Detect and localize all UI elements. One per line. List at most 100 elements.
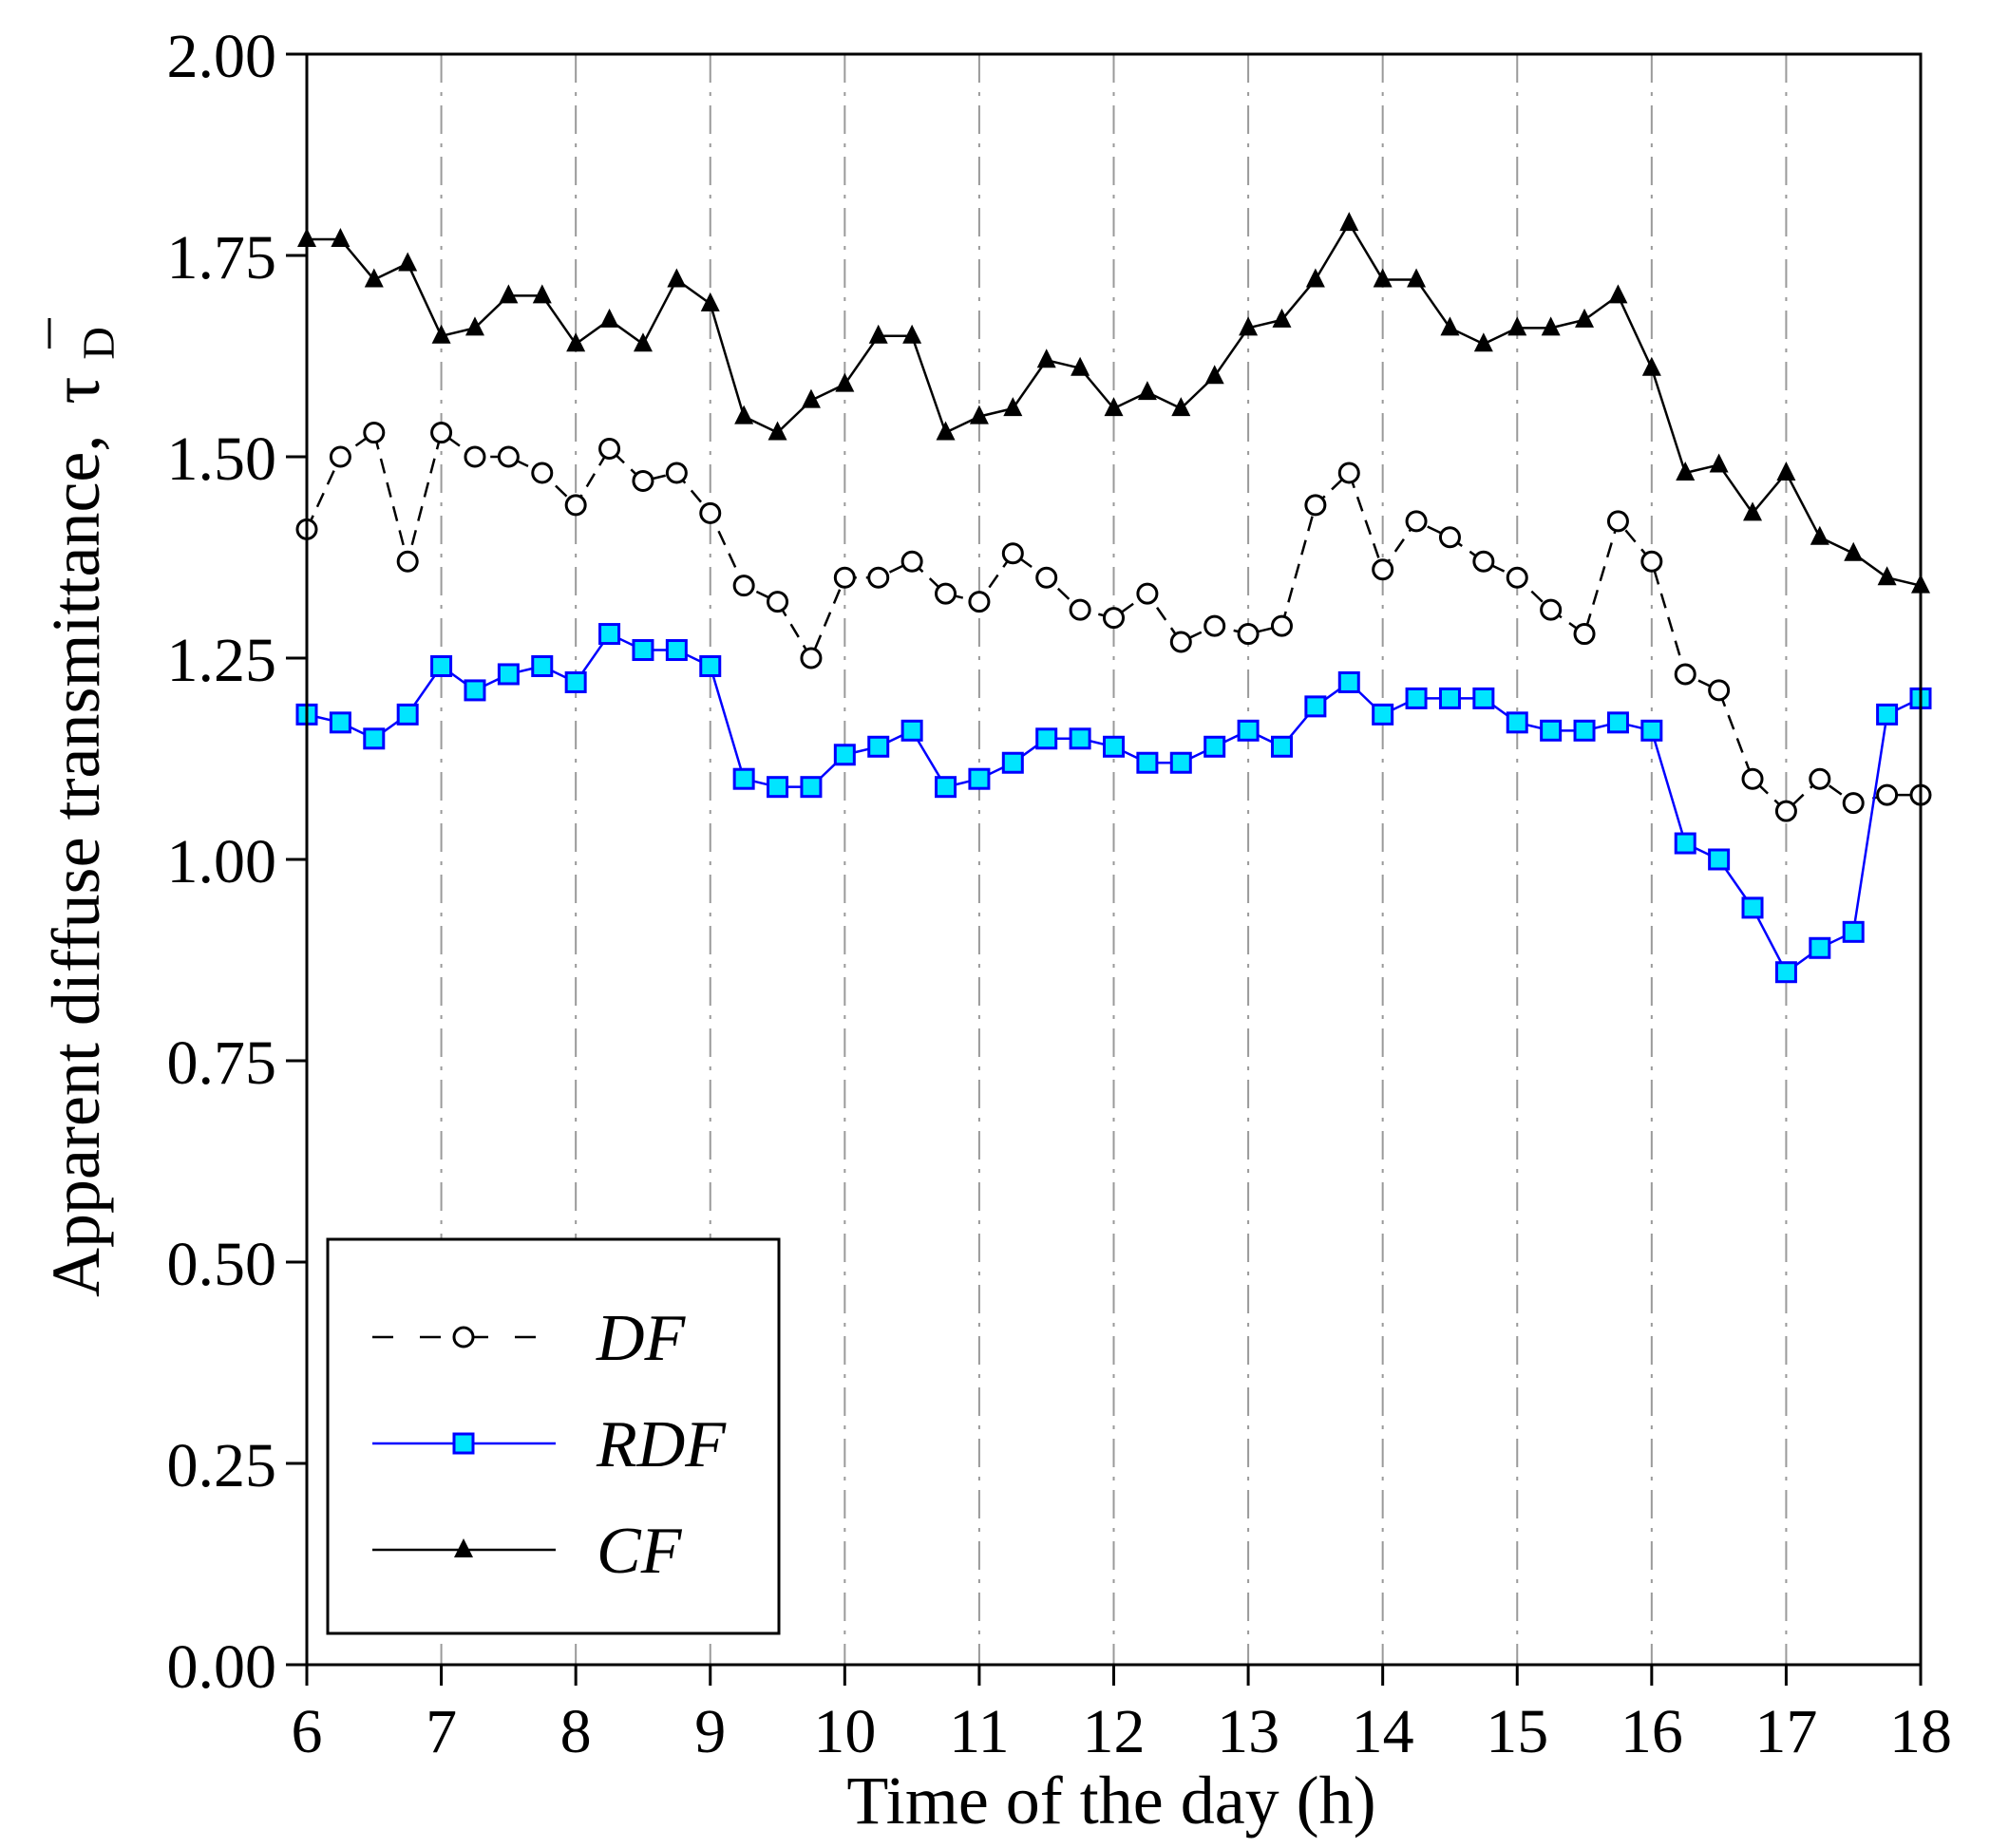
data-point-rdf: [1169, 751, 1192, 774]
data-point-cf: [1844, 541, 1864, 561]
data-point-cf: [499, 284, 519, 304]
data-point-cf: [667, 268, 687, 288]
data-point-rdf: [1337, 670, 1360, 693]
data-point-cf: [1071, 356, 1090, 376]
data-point-rdf: [968, 767, 991, 790]
data-point-cf: [1541, 316, 1561, 336]
data-point-cf: [1608, 284, 1628, 304]
data-point-df: [1169, 631, 1192, 653]
data-point-cf: [532, 284, 552, 304]
data-point-rdf: [1674, 832, 1696, 855]
data-point-rdf: [1372, 703, 1394, 726]
data-point-df: [497, 445, 520, 468]
y-tick-label: 0.50: [167, 1230, 277, 1299]
data-point-rdf: [531, 654, 554, 677]
data-point-cf: [1373, 268, 1393, 288]
data-point-rdf: [1203, 735, 1226, 758]
y-axis-label-group: Apparent diffuse transmittance, τ D: [38, 318, 124, 1297]
data-point-df: [1001, 542, 1024, 565]
x-tick-label: 17: [1754, 1697, 1817, 1766]
data-point-rdf: [699, 654, 722, 677]
series-cf: [297, 212, 1930, 594]
data-point-df: [833, 566, 856, 589]
data-point-rdf: [800, 776, 823, 799]
data-point-df: [1372, 558, 1394, 581]
data-point-cf: [835, 372, 855, 392]
data-point-df: [1103, 607, 1125, 630]
x-axis-label: Time of the day (h): [846, 1763, 1375, 1839]
y-axis-label-text: Apparent diffuse transmittance,: [38, 435, 114, 1297]
data-point-df: [1606, 510, 1629, 533]
data-point-df: [1540, 598, 1563, 621]
data-point-rdf: [564, 670, 587, 693]
data-point-rdf: [665, 639, 688, 662]
data-point-cf: [1239, 316, 1259, 336]
data-point-df: [1640, 550, 1663, 573]
data-point-cf: [1641, 356, 1661, 376]
data-point-cf: [1507, 316, 1527, 336]
data-point-cf: [1877, 566, 1897, 586]
legend-label: RDF: [596, 1408, 727, 1481]
x-tick-label: 6: [292, 1697, 323, 1766]
data-point-df: [1809, 767, 1831, 790]
data-point-rdf: [363, 727, 386, 750]
data-point-rdf: [1136, 751, 1159, 774]
data-point-rdf: [1506, 711, 1528, 734]
x-tick-label: 16: [1620, 1697, 1683, 1766]
data-point-rdf: [497, 663, 520, 686]
data-point-cf: [633, 332, 653, 352]
y-axis-label-subscript: D: [74, 327, 124, 360]
data-point-rdf: [329, 711, 351, 734]
data-point-df: [1674, 663, 1696, 686]
legend-box: [326, 1237, 781, 1635]
legend-label: CF: [597, 1515, 683, 1588]
data-point-cf: [1575, 308, 1595, 328]
data-point-df: [1337, 462, 1360, 484]
data-point-cf: [1137, 381, 1157, 401]
data-point-rdf: [430, 654, 453, 677]
data-point-rdf: [867, 735, 890, 758]
x-tick-label: 13: [1217, 1697, 1279, 1766]
legend-label: DF: [596, 1302, 687, 1375]
data-point-rdf: [1708, 848, 1731, 871]
legend: DF RDF CF: [326, 1237, 781, 1635]
x-tick-label: 7: [426, 1697, 457, 1766]
data-point-cf: [868, 324, 888, 344]
data-point-cf: [1036, 349, 1056, 368]
data-point-df: [632, 469, 654, 492]
x-tick-label: 9: [694, 1697, 726, 1766]
x-tick-label: 11: [949, 1697, 1010, 1766]
data-point-df: [531, 462, 554, 484]
legend-marker: [454, 1538, 473, 1557]
data-point-cf: [1709, 453, 1729, 473]
data-point-df: [430, 422, 453, 444]
data-point-rdf: [1573, 719, 1596, 742]
x-tick-label: 12: [1083, 1697, 1146, 1766]
data-point-rdf: [396, 703, 419, 726]
data-point-df: [867, 566, 890, 589]
data-point-df: [1472, 550, 1495, 573]
legend-marker: [452, 1326, 475, 1348]
data-point-rdf: [767, 776, 789, 799]
data-point-cf: [1305, 268, 1325, 288]
data-point-cf: [566, 332, 586, 352]
x-tick-label: 14: [1352, 1697, 1414, 1766]
series-df: [295, 422, 1932, 822]
data-point-rdf: [1438, 687, 1461, 709]
data-point-df: [1237, 623, 1260, 646]
data-point-df: [1741, 767, 1764, 790]
data-point-rdf: [1741, 896, 1764, 919]
data-point-df: [329, 445, 351, 468]
axes: 0.00 0.25 0.50 0.75 1.00 1.25 1.50 1.75 2.00 6 7 8 9…: [167, 22, 1953, 1766]
data-point-cf: [1810, 525, 1829, 545]
x-tick-label: 10: [813, 1697, 876, 1766]
data-point-df: [1506, 566, 1528, 589]
y-tick-label: 1.50: [167, 424, 277, 494]
x-tick-label: 18: [1889, 1697, 1952, 1766]
y-tick-label: 1.75: [167, 223, 277, 292]
x-tick-label: 8: [560, 1697, 592, 1766]
data-point-cf: [431, 324, 451, 344]
data-point-cf: [936, 421, 956, 441]
series-rdf: [295, 623, 1932, 984]
